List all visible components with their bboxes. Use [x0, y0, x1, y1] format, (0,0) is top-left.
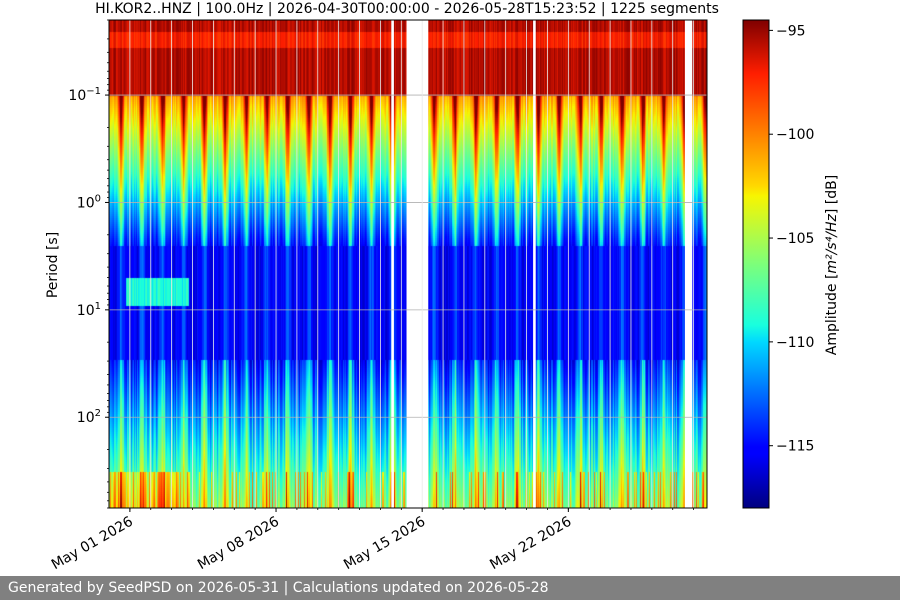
colorbar-label: Amplitude [m²/s⁴/Hz] [dB]	[824, 175, 840, 355]
data-gap	[391, 20, 394, 508]
footer-text: Generated by SeedPSD on 2026-05-31 | Cal…	[8, 580, 549, 596]
x-tick-label: May 22 2026	[487, 514, 574, 574]
data-gap	[684, 20, 693, 508]
colorbar-tick-label: −115	[776, 439, 814, 455]
colorbar-tick-label: −100	[776, 127, 814, 143]
x-tick-label: May 15 2026	[341, 514, 428, 574]
y-tick-label: 101	[77, 301, 101, 319]
data-gap	[406, 20, 429, 508]
plot-frame	[108, 19, 708, 509]
x-tick-label: May 08 2026	[195, 514, 282, 574]
y-tick-label: 10−1	[68, 86, 101, 104]
colorbar-tick-label: −95	[776, 23, 806, 39]
footer-bar: Generated by SeedPSD on 2026-05-31 | Cal…	[0, 576, 900, 600]
data-gap	[533, 20, 536, 508]
chart-title: HI.KOR2..HNZ | 100.0Hz | 2026-04-30T00:0…	[95, 1, 719, 17]
colorbar-gradient	[742, 19, 770, 509]
plot-area: 10−1 100 101 102 May 01 2026 May 08 2026 May …	[49, 19, 708, 574]
colorbar-tick-label: −105	[776, 231, 814, 247]
y-axis-label: Period [s]	[45, 232, 61, 298]
y-tick-label: 102	[77, 408, 101, 426]
colorbar: −95 −100 −105 −110 −115 Amplitude [m²/s⁴/Hz]…	[742, 19, 840, 509]
y-tick-label: 100	[77, 193, 101, 211]
x-tick-label: May 01 2026	[49, 514, 136, 574]
colorbar-tick-label: −110	[776, 335, 814, 351]
